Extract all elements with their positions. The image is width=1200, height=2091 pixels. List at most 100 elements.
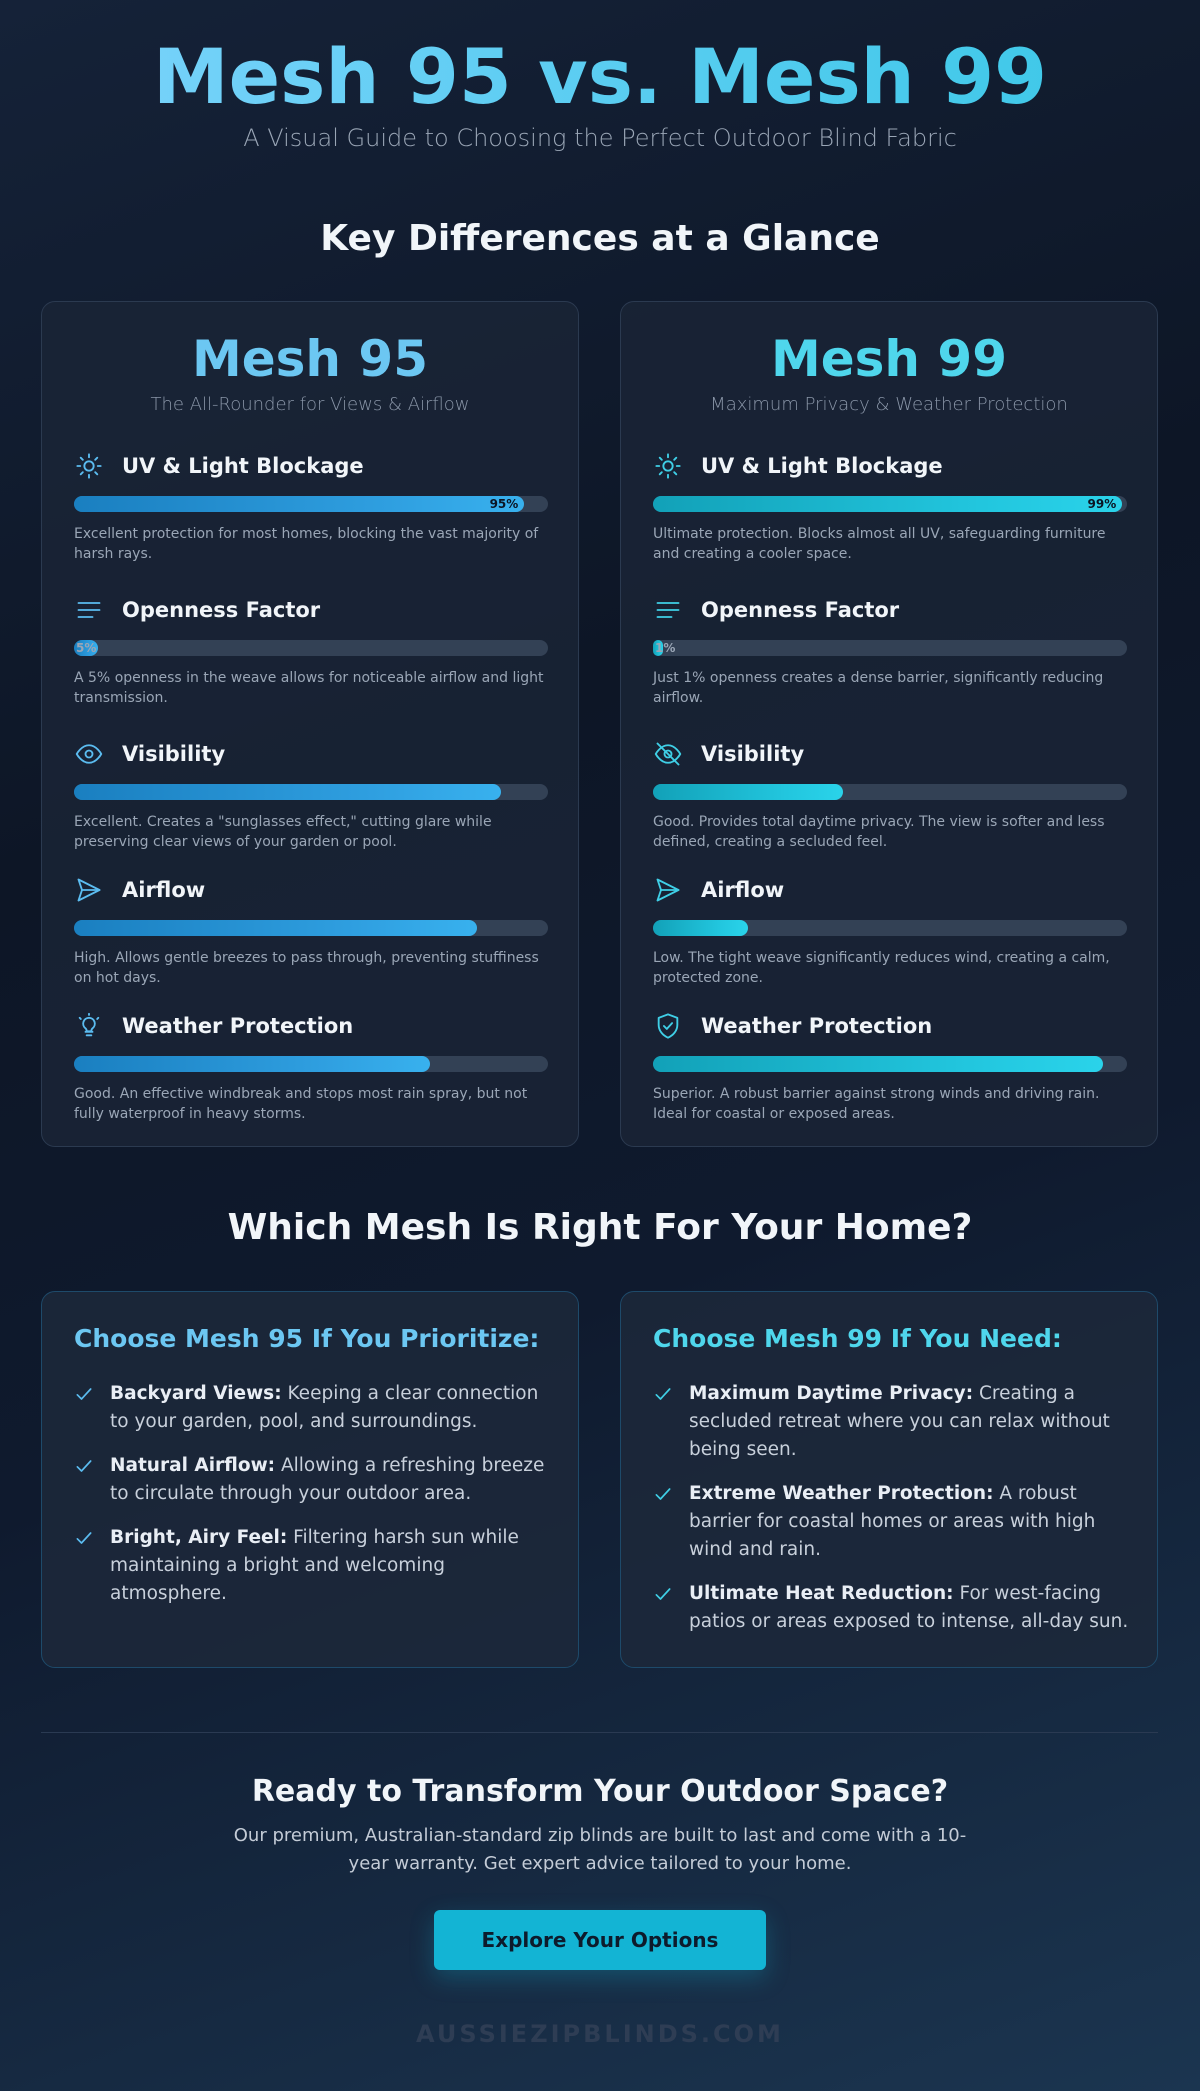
metric-header: UV & Light Blockage — [74, 450, 548, 482]
metric-description: Ultimate protection. Blocks almost all U… — [653, 526, 1106, 562]
eye-off-icon — [653, 739, 683, 769]
list-item-text: Backyard Views: Keeping a clear connecti… — [110, 1380, 554, 1436]
progress-fill — [653, 640, 663, 656]
metric-openness-factor: Openness Factor 1% Just 1% openness create… — [653, 594, 1127, 708]
mesh99-name: Mesh 99 — [770, 330, 1007, 388]
metric-description: Good. An effective windbreak and stops m… — [74, 1086, 528, 1122]
progress-fill — [74, 1056, 430, 1072]
metric-description: Excellent. Creates a "sunglasses effect,… — [74, 814, 492, 850]
metric-header: Airflow — [653, 874, 1127, 906]
list-item-body: For west-facing patios or areas exposed … — [689, 1583, 1129, 1632]
lines-icon — [74, 595, 104, 625]
metric-label: Openness Factor — [701, 598, 900, 622]
metric-weather-protection: Weather Protection Good. An effective win… — [74, 1010, 548, 1124]
list-item-body: Keeping a clear connection to your garde… — [110, 1383, 539, 1432]
metric-visibility: Visibility Good. Provides total daytime p… — [653, 738, 1127, 852]
metric-label: UV & Light Blockage — [701, 454, 943, 478]
progress-bar: 99% — [653, 496, 1127, 512]
cta-title: Ready to Transform Your Outdoor Space? — [251, 1774, 949, 1809]
progress-bar — [653, 784, 1127, 800]
page-subtitle: A Visual Guide to Choosing the Perfect O… — [243, 124, 957, 152]
check-icon — [653, 1480, 689, 1564]
list-item: Natural Airflow: Allowing a refreshing b… — [74, 1452, 554, 1508]
choose-mesh95-title: Choose Mesh 95 If You Prioritize: — [74, 1324, 540, 1353]
metric-label: Weather Protection — [701, 1014, 933, 1038]
metric-label: Visibility — [701, 742, 805, 766]
metric-airflow: Airflow High. Allows gentle breezes to pa… — [74, 874, 548, 988]
metric-header: Weather Protection — [653, 1010, 1127, 1042]
shield-check-icon — [653, 1011, 683, 1041]
progress-bar — [653, 1056, 1127, 1072]
mesh99-card: Mesh 99 Maximum Privacy & Weather Protec… — [620, 301, 1158, 1147]
list-item-title: Natural Airflow: — [110, 1455, 276, 1476]
paper-plane-icon — [74, 875, 104, 905]
list-item-text: Natural Airflow: Allowing a refreshing b… — [110, 1452, 554, 1508]
metric-header: Visibility — [74, 738, 548, 770]
metric-airflow: Airflow Low. The tight weave significantl… — [653, 874, 1127, 988]
progress-bar — [74, 1056, 548, 1072]
metric-label: UV & Light Blockage — [122, 454, 364, 478]
sun-icon — [74, 451, 104, 481]
list-item-body: Filtering harsh sun while maintaining a … — [110, 1527, 519, 1604]
list-item-text: Maximum Daytime Privacy: Creating a secl… — [689, 1380, 1133, 1464]
list-item-text: Extreme Weather Protection: A robust bar… — [689, 1480, 1133, 1564]
list-item-text: Ultimate Heat Reduction: For west-facing… — [689, 1580, 1133, 1636]
list-item: Maximum Daytime Privacy: Creating a secl… — [653, 1380, 1133, 1464]
page-title: Mesh 95 vs. Mesh 99 — [0, 32, 1200, 121]
metric-header: Airflow — [74, 874, 548, 906]
mesh95-tagline: The All-Rounder for Views & Airflow — [150, 394, 470, 415]
metric-header: Weather Protection — [74, 1010, 548, 1042]
cta-text: Our premium, Australian-standard zip bli… — [233, 1825, 967, 1874]
progress-percent: 95% — [489, 497, 519, 511]
metric-description: Good. Provides total daytime privacy. Th… — [653, 814, 1105, 850]
metric-description: High. Allows gentle breezes to pass thro… — [74, 950, 539, 986]
choose-mesh99-card: Choose Mesh 99 If You Need: Maximum Dayt… — [620, 1291, 1158, 1668]
mesh95-card: Mesh 95 The All-Rounder for Views & Airf… — [41, 301, 579, 1147]
list-item-title: Bright, Airy Feel: — [110, 1527, 288, 1548]
footer-brand: AUSSIEZIPBLINDS.COM — [416, 2020, 784, 2048]
progress-fill — [653, 1056, 1104, 1072]
explore-options-button[interactable]: Explore Your Options — [434, 1910, 766, 1970]
list-item: Bright, Airy Feel: Filtering harsh sun w… — [74, 1524, 554, 1608]
list-item-text: Bright, Airy Feel: Filtering harsh sun w… — [110, 1524, 554, 1608]
check-icon — [74, 1380, 110, 1436]
lightbulb-icon — [74, 1011, 104, 1041]
metric-label: Visibility — [122, 742, 226, 766]
lines-icon — [653, 595, 683, 625]
list-item: Backyard Views: Keeping a clear connecti… — [74, 1380, 554, 1436]
metric-label: Airflow — [122, 878, 206, 902]
progress-fill — [74, 784, 501, 800]
progress-fill — [74, 640, 98, 656]
choose-mesh99-list: Maximum Daytime Privacy: Creating a secl… — [653, 1380, 1133, 1652]
list-item-title: Extreme Weather Protection: — [689, 1483, 994, 1504]
choose-mesh95-list: Backyard Views: Keeping a clear connecti… — [74, 1380, 554, 1624]
progress-percent: 1% — [655, 641, 676, 655]
differences-heading: Key Differences at a Glance — [320, 218, 880, 259]
progress-fill — [653, 920, 748, 936]
progress-bar — [74, 920, 548, 936]
check-icon — [74, 1452, 110, 1508]
choose-mesh99-title: Choose Mesh 99 If You Need: — [653, 1324, 1062, 1353]
choose-heading: Which Mesh Is Right For Your Home? — [227, 1207, 973, 1248]
check-icon — [74, 1524, 110, 1608]
progress-bar — [74, 784, 548, 800]
metric-openness-factor: Openness Factor 5% A 5% openness in the we… — [74, 594, 548, 708]
progress-percent: 5% — [76, 641, 97, 655]
mesh99-tagline: Maximum Privacy & Weather Protection — [710, 394, 1068, 415]
metric-header: Visibility — [653, 738, 1127, 770]
choose-mesh95-card: Choose Mesh 95 If You Prioritize: Backya… — [41, 1291, 579, 1668]
metric-description: Low. The tight weave significantly reduc… — [653, 950, 1110, 986]
progress-fill — [653, 784, 843, 800]
list-item-body: Allowing a refreshing breeze to circulat… — [110, 1455, 545, 1504]
progress-fill: 95% — [74, 496, 525, 512]
metric-header: Openness Factor — [74, 594, 548, 626]
metric-description: Superior. A robust barrier against stron… — [653, 1086, 1100, 1122]
list-item: Ultimate Heat Reduction: For west-facing… — [653, 1580, 1133, 1636]
progress-bar: 95% — [74, 496, 548, 512]
sun-icon — [653, 451, 683, 481]
metric-visibility: Visibility Excellent. Creates a "sunglass… — [74, 738, 548, 852]
metric-weather-protection: Weather Protection Superior. A robust bar… — [653, 1010, 1127, 1124]
list-item-title: Maximum Daytime Privacy: — [689, 1383, 974, 1404]
progress-bar: 1% — [653, 640, 1127, 656]
